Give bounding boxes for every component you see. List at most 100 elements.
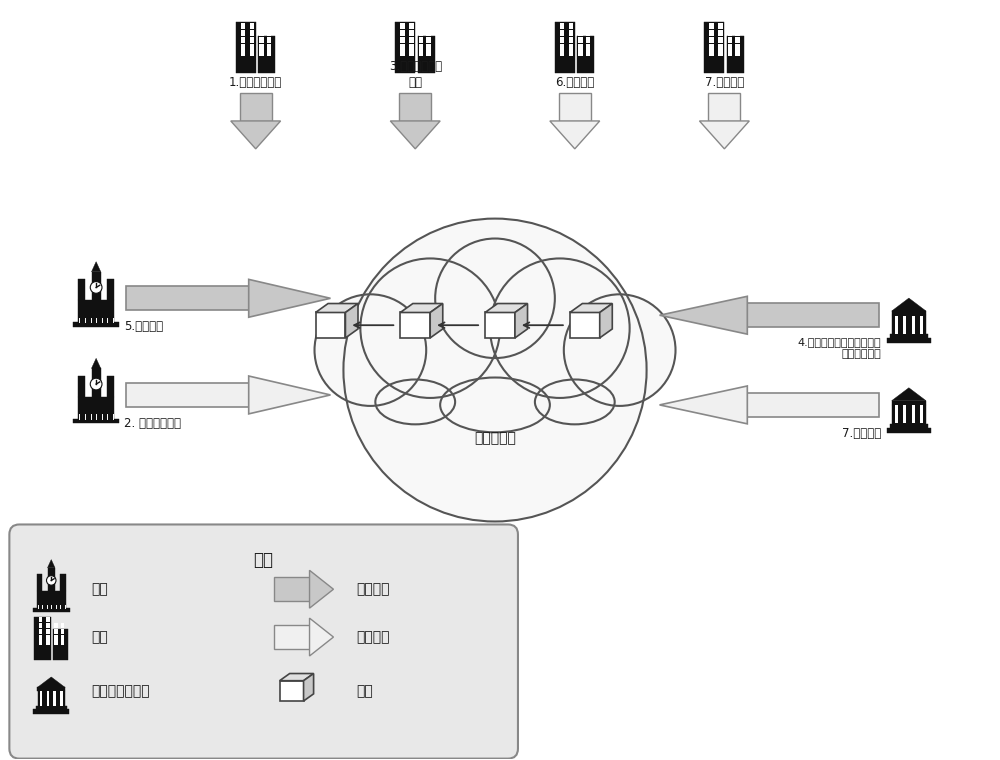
Text: 碳交易系统: 碳交易系统 xyxy=(474,431,516,445)
Bar xyxy=(709,23,714,29)
Text: 4.核查企业排放数据报告，
上传核查报告: 4.核查企业排放数据报告， 上传核查报告 xyxy=(797,337,881,359)
Circle shape xyxy=(343,219,647,521)
Polygon shape xyxy=(280,681,304,701)
Bar xyxy=(920,315,923,334)
Circle shape xyxy=(360,258,500,398)
Bar xyxy=(33,710,69,714)
Text: 加密信息: 加密信息 xyxy=(356,582,390,597)
Text: 5.配额分配: 5.配额分配 xyxy=(124,320,163,333)
Bar xyxy=(241,50,245,56)
Polygon shape xyxy=(708,93,740,121)
Bar xyxy=(39,623,42,629)
Circle shape xyxy=(90,281,102,293)
Polygon shape xyxy=(316,312,345,338)
Polygon shape xyxy=(240,93,272,121)
Bar xyxy=(912,315,915,334)
Bar xyxy=(78,300,114,322)
Bar xyxy=(78,397,114,419)
Bar xyxy=(577,36,594,73)
Polygon shape xyxy=(550,121,600,149)
Bar xyxy=(426,44,431,50)
Polygon shape xyxy=(390,121,440,149)
Text: 区块: 区块 xyxy=(356,684,373,698)
Text: 政府: 政府 xyxy=(91,582,108,597)
Bar xyxy=(37,688,65,691)
Polygon shape xyxy=(570,312,600,338)
Bar xyxy=(39,617,42,622)
Circle shape xyxy=(90,378,102,390)
Polygon shape xyxy=(310,618,333,656)
Bar xyxy=(54,641,58,645)
Bar xyxy=(586,44,590,50)
Bar xyxy=(426,30,431,36)
Bar xyxy=(107,279,114,300)
Bar xyxy=(555,22,575,73)
Bar xyxy=(912,405,915,423)
Circle shape xyxy=(490,258,630,398)
Bar xyxy=(54,623,58,629)
Text: 7.履约清算: 7.履约清算 xyxy=(705,76,744,89)
Polygon shape xyxy=(126,287,249,310)
Bar xyxy=(400,23,405,29)
Bar xyxy=(560,44,564,50)
Bar xyxy=(892,315,926,334)
Bar xyxy=(895,405,898,423)
Bar xyxy=(54,629,58,635)
Bar xyxy=(259,30,264,36)
Polygon shape xyxy=(600,303,612,338)
Bar xyxy=(903,405,906,423)
Bar xyxy=(73,419,119,423)
Bar xyxy=(38,691,65,706)
Bar xyxy=(709,44,714,50)
Bar xyxy=(709,37,714,43)
Polygon shape xyxy=(559,93,591,121)
Bar xyxy=(259,50,264,56)
Bar xyxy=(259,44,264,50)
Bar xyxy=(718,50,723,56)
Text: 1.排放数据上链: 1.排放数据上链 xyxy=(229,76,282,89)
Bar xyxy=(895,315,898,334)
Bar xyxy=(578,44,583,50)
Polygon shape xyxy=(249,280,330,317)
Bar xyxy=(569,37,573,43)
Bar xyxy=(892,405,926,424)
Bar xyxy=(78,375,85,397)
Ellipse shape xyxy=(375,379,455,424)
Bar xyxy=(892,401,926,405)
Polygon shape xyxy=(280,673,314,681)
Polygon shape xyxy=(747,303,879,328)
Text: 第三方核查机构: 第三方核查机构 xyxy=(91,684,150,698)
Bar xyxy=(560,37,564,43)
Polygon shape xyxy=(660,386,747,424)
Bar xyxy=(578,50,583,56)
Bar xyxy=(578,37,583,43)
Text: 6.配额交易: 6.配额交易 xyxy=(555,76,594,89)
FancyBboxPatch shape xyxy=(9,524,518,758)
Bar xyxy=(718,37,723,43)
Bar xyxy=(267,37,271,43)
Circle shape xyxy=(564,294,676,406)
Polygon shape xyxy=(37,677,65,688)
Bar xyxy=(704,22,724,73)
Bar xyxy=(409,44,414,50)
Bar xyxy=(39,629,42,635)
Circle shape xyxy=(435,239,555,358)
Bar xyxy=(409,30,414,36)
Text: 3.上传排放数据
报告: 3.上传排放数据 报告 xyxy=(389,60,442,89)
Bar xyxy=(107,375,114,397)
Bar xyxy=(903,315,906,334)
Bar xyxy=(250,30,254,36)
Bar xyxy=(920,405,923,423)
Bar xyxy=(718,23,723,29)
Bar xyxy=(419,50,423,56)
Bar xyxy=(400,37,405,43)
Bar xyxy=(61,641,64,645)
Bar xyxy=(34,616,51,660)
Ellipse shape xyxy=(335,313,655,407)
Bar xyxy=(409,50,414,56)
Polygon shape xyxy=(126,383,249,407)
Bar xyxy=(728,30,732,36)
Text: 7.履约清算: 7.履约清算 xyxy=(842,427,881,440)
Bar xyxy=(419,37,423,43)
Text: 企业: 企业 xyxy=(91,630,108,644)
